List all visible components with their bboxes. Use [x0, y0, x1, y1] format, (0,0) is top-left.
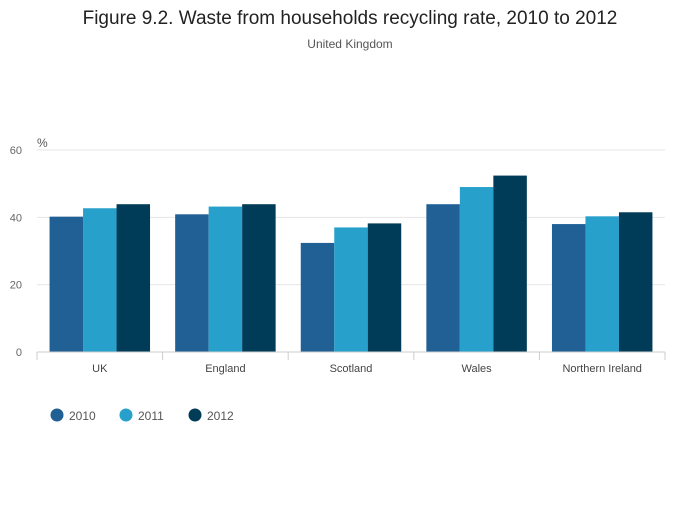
y-tick-label: 60 [10, 145, 22, 157]
legend-marker [119, 408, 133, 422]
legend: 2010 2011 2012 [50, 408, 235, 424]
bar-2011-northern-ireland[interactable] [585, 216, 619, 352]
legend-item-2012[interactable]: 2012 [188, 408, 235, 424]
bar-2010-uk[interactable] [49, 216, 84, 352]
legend-marker [50, 408, 64, 422]
y-tick-label: 40 [10, 212, 22, 224]
legend-item-2010[interactable]: 2010 [50, 408, 97, 424]
bar-2010-england[interactable] [175, 214, 209, 352]
x-axis: UK England Scotland Wales Northern Ireland [36, 351, 666, 375]
y-tick-label: 0 [16, 347, 22, 359]
x-tick-label: England [205, 363, 245, 375]
legend-label: 2010 [69, 409, 96, 423]
x-tick-label: UK [92, 363, 108, 375]
legend-label: 2012 [207, 409, 234, 423]
bar-2012-wales[interactable] [493, 175, 527, 352]
bar-2010-scotland[interactable] [300, 242, 335, 352]
bars [49, 175, 653, 352]
legend-marker [188, 408, 202, 422]
bar-2012-northern-ireland[interactable] [618, 212, 653, 352]
y-axis-label: % [37, 136, 48, 150]
y-tick-label: 20 [10, 280, 22, 292]
bar-2010-northern-ireland[interactable] [551, 224, 586, 352]
bar-2011-uk[interactable] [83, 208, 117, 352]
chart-title: Figure 9.2. Waste from households recycl… [83, 8, 618, 29]
bar-2010-wales[interactable] [426, 204, 460, 352]
x-tick-label: Northern Ireland [562, 363, 642, 375]
bar-2011-england[interactable] [208, 206, 243, 352]
bar-2012-scotland[interactable] [367, 223, 402, 352]
legend-label: 2011 [138, 409, 164, 423]
bar-2012-uk[interactable] [116, 204, 151, 352]
bar-2011-wales[interactable] [459, 187, 494, 352]
bar-2012-england[interactable] [242, 204, 276, 352]
bar-2011-scotland[interactable] [334, 227, 368, 352]
chart-subtitle: United Kingdom [307, 37, 392, 51]
x-tick-label: Wales [462, 363, 493, 375]
x-tick-label: Scotland [330, 363, 373, 375]
legend-item-2011[interactable]: 2011 [119, 408, 165, 424]
